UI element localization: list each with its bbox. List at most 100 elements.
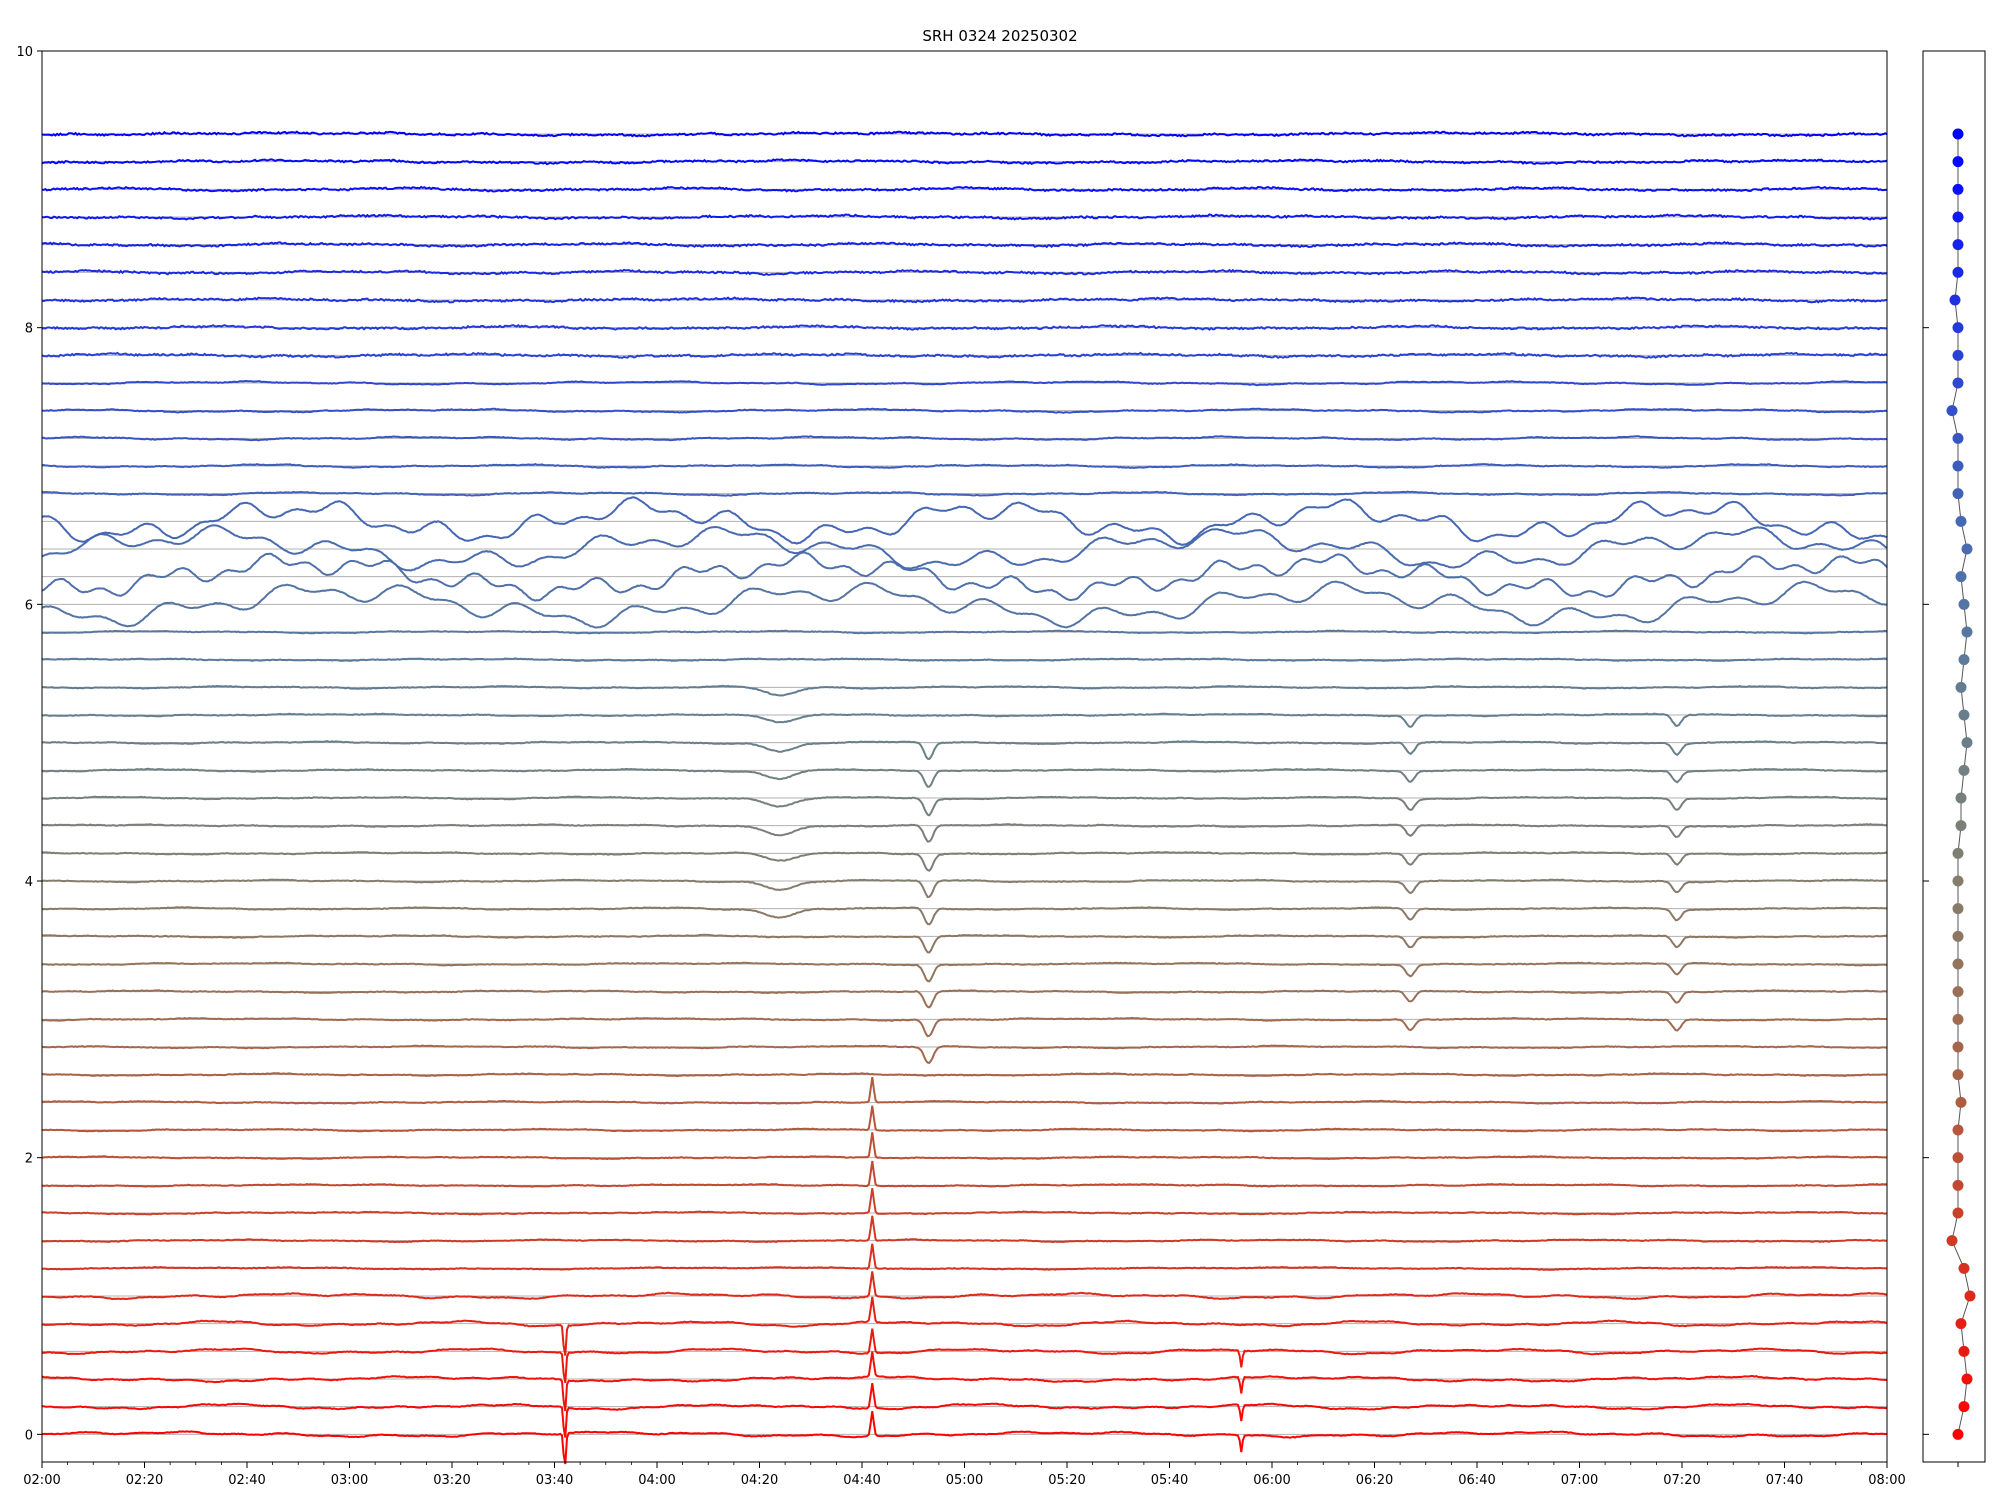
trace-line (41, 823, 1888, 843)
side-marker (1952, 1179, 1964, 1191)
x-tick-label: 04:40 (843, 1473, 880, 1488)
trace-line (41, 1243, 1888, 1271)
side-marker (1952, 266, 1964, 278)
x-tick-label: 05:20 (1048, 1473, 1085, 1488)
side-marker (1952, 1124, 1964, 1136)
side-marker (1952, 1152, 1964, 1164)
trace-line (41, 1016, 1888, 1038)
trace-line (41, 657, 1888, 662)
trace-line (41, 1132, 1888, 1161)
side-marker (1952, 183, 1964, 195)
trace-line (41, 1410, 1888, 1465)
y-tick-label: 8 (25, 322, 33, 337)
x-tick-label: 05:00 (946, 1473, 983, 1488)
side-marker (1958, 654, 1970, 666)
side-marker (1949, 294, 1961, 306)
side-marker (1952, 875, 1964, 887)
side-marker (1958, 764, 1970, 776)
side-marker (1955, 792, 1967, 804)
x-tick-label: 03:40 (536, 1473, 573, 1488)
x-tick-label: 04:00 (638, 1473, 675, 1488)
trace-line (41, 767, 1888, 788)
trace-line (41, 213, 1888, 221)
chart-title: SRH 0324 20250302 (922, 27, 1077, 45)
trace-line (41, 629, 1888, 635)
side-marker (1946, 1235, 1958, 1247)
y-tick-label: 4 (25, 875, 33, 890)
trace-line (41, 241, 1888, 249)
side-marker (1952, 128, 1964, 140)
side-marker (1946, 405, 1958, 417)
trace-line (41, 1215, 1888, 1244)
side-marker (1952, 930, 1964, 942)
trace-line (41, 351, 1888, 360)
trace-line (41, 795, 1888, 817)
y-axis: 0 2 4 6 8 10 (16, 45, 1929, 1443)
side-marker (1961, 543, 1973, 555)
x-tick-label: 06:40 (1458, 1473, 1495, 1488)
side-marker (1958, 709, 1970, 721)
trace-line (41, 496, 1888, 546)
side-panel-frame (1922, 50, 1986, 1463)
trace-line (41, 463, 1888, 470)
y-tick-label: 10 (16, 45, 33, 60)
trace-line (41, 580, 1888, 629)
trace-line (41, 323, 1888, 331)
trace-line (41, 130, 1888, 138)
trace-line (41, 1328, 1887, 1384)
trace-line (41, 1076, 1888, 1105)
side-marker (1955, 515, 1967, 527)
side-marker (1955, 820, 1967, 832)
side-marker (1952, 211, 1964, 223)
trace-line (41, 878, 1888, 899)
trace-line (41, 1105, 1888, 1133)
trace-line (41, 379, 1888, 387)
trace-lines (41, 130, 1888, 1465)
side-marker (1952, 903, 1964, 915)
trace-line (42, 851, 1888, 872)
side-marker (1952, 958, 1964, 970)
x-tick-label: 04:20 (741, 1473, 778, 1488)
side-marker (1952, 349, 1964, 361)
side-marker (1952, 156, 1964, 168)
trace-line (41, 1188, 1888, 1216)
trace-line (41, 1351, 1888, 1412)
y-tick-label: 0 (25, 1428, 33, 1443)
side-marker (1961, 626, 1973, 638)
side-marker (1964, 1290, 1976, 1302)
x-tick-label: 02:00 (23, 1473, 60, 1488)
trace-line (41, 490, 1887, 497)
x-tick-label: 07:00 (1561, 1473, 1598, 1488)
side-marker (1952, 986, 1964, 998)
trace-line (41, 296, 1888, 304)
trace-line (41, 551, 1888, 602)
y-tick-label: 2 (25, 1152, 33, 1167)
trace-line (42, 435, 1888, 442)
trace-line (41, 1160, 1888, 1188)
side-marker (1961, 737, 1973, 749)
trace-line (41, 961, 1888, 983)
side-marker (1952, 1041, 1964, 1053)
x-tick-label: 06:00 (1253, 1473, 1290, 1488)
trace-line (41, 407, 1888, 414)
trace-line (41, 740, 1888, 761)
trace-line (41, 712, 1888, 728)
side-marker (1952, 432, 1964, 444)
x-tick-label: 03:00 (331, 1473, 368, 1488)
trace-line (41, 524, 1888, 572)
side-marker (1958, 1345, 1970, 1357)
trace-line (41, 684, 1888, 697)
trace-line (41, 1271, 1888, 1301)
x-axis: 02:00 02:20 02:40 03:00 03:20 03:40 04:00 04:20… (23, 1462, 1906, 1488)
side-marker (1952, 460, 1964, 472)
trace-line (41, 158, 1888, 166)
side-marker (1952, 1013, 1964, 1025)
trace-line (41, 185, 1887, 193)
side-marker (1952, 377, 1964, 389)
side-marker (1961, 1373, 1973, 1385)
x-tick-label: 08:00 (1868, 1473, 1905, 1488)
side-marker (1952, 1428, 1964, 1440)
side-marker (1955, 1318, 1967, 1330)
